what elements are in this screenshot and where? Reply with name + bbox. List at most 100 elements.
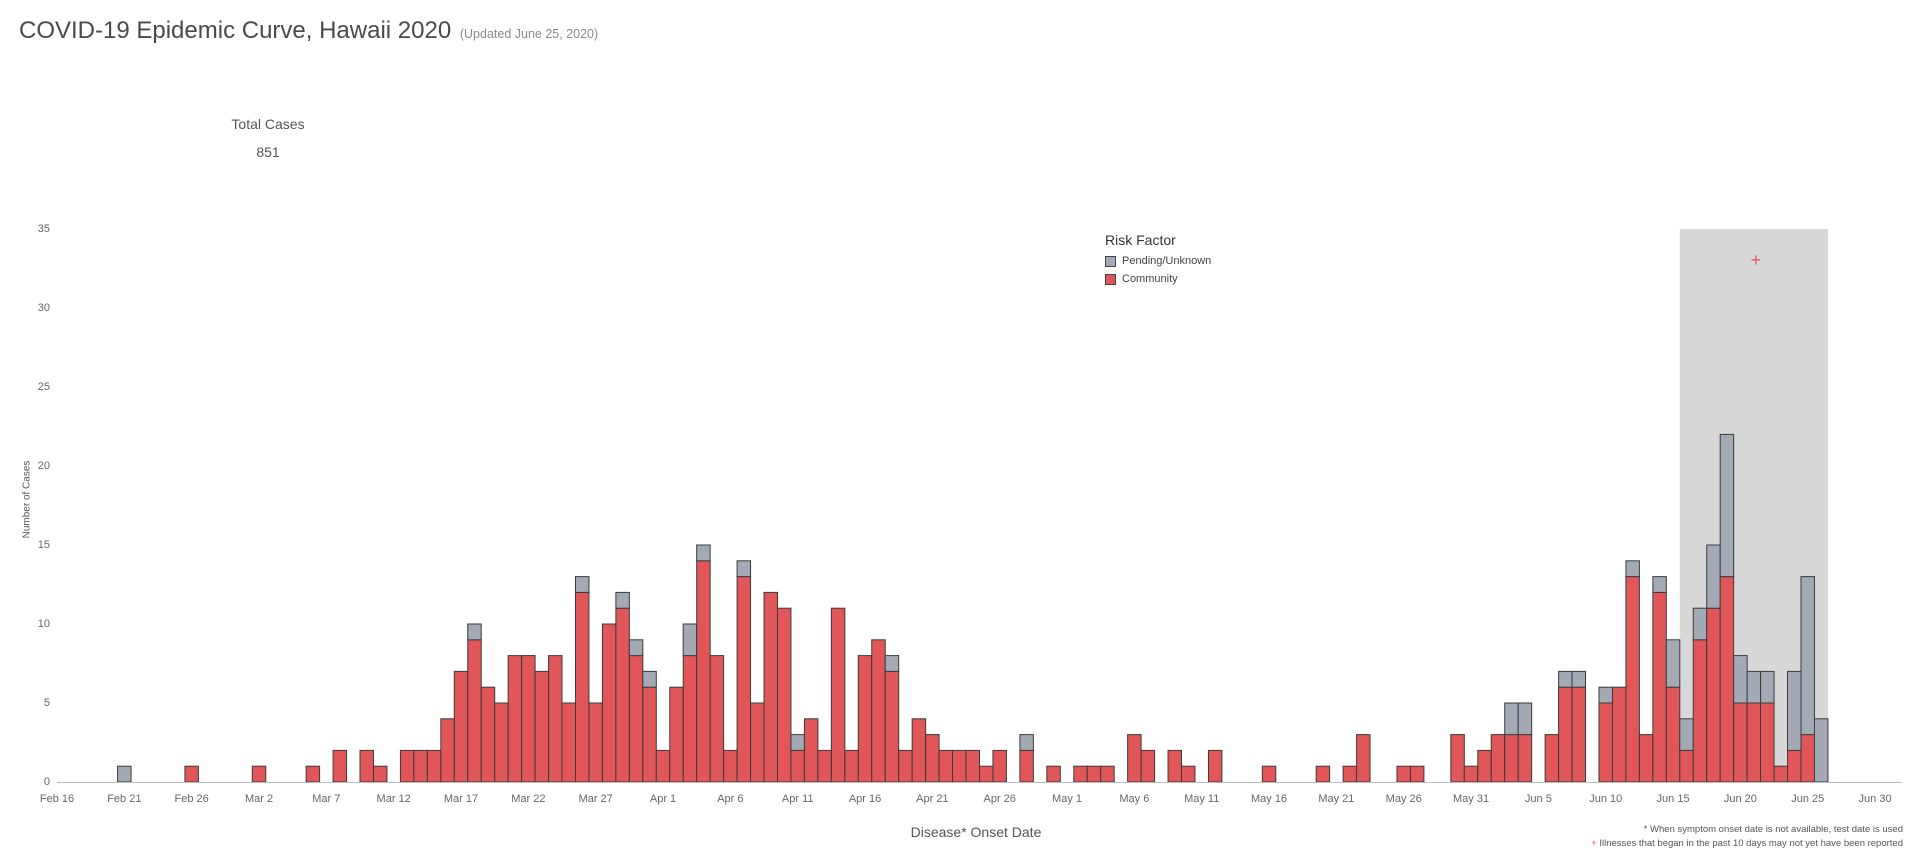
- bar-community: [1086, 765, 1102, 783]
- bar-community: [911, 718, 927, 783]
- bar-community: [1463, 765, 1479, 783]
- bar-community: [507, 655, 523, 783]
- y-tick-label: 20: [38, 460, 50, 472]
- bar-pending: [1719, 433, 1735, 578]
- bar-community: [548, 655, 563, 783]
- legend-swatch-pending: [1105, 255, 1116, 267]
- bar-community: [1342, 765, 1358, 783]
- bar-pending: [1598, 686, 1613, 704]
- x-tick-label: Mar 7: [312, 793, 340, 805]
- bar-pending: [1706, 544, 1721, 609]
- y-tick-label: 15: [38, 539, 50, 551]
- bar-pending: [1558, 670, 1573, 688]
- x-tick-label: Mar 27: [579, 793, 613, 805]
- bar-pending: [682, 623, 698, 657]
- x-tick-label: Mar 2: [245, 793, 273, 805]
- bar-community: [1598, 702, 1613, 783]
- bar-community: [965, 749, 980, 783]
- bar-community: [1477, 749, 1492, 783]
- bar-community: [453, 670, 469, 783]
- bar-community: [1625, 576, 1640, 783]
- bar-community: [1127, 734, 1142, 783]
- x-tick-label: Jun 5: [1525, 793, 1552, 805]
- bar-pending: [884, 655, 900, 672]
- bar-pending: [790, 734, 805, 751]
- bar-community: [1611, 686, 1627, 783]
- bar-pending: [1665, 639, 1681, 688]
- bar-community: [601, 623, 617, 783]
- bar-community: [776, 607, 792, 783]
- bar-community: [534, 670, 550, 783]
- bar-community: [1558, 686, 1573, 783]
- bar-community: [1167, 749, 1183, 783]
- bar-pending: [1679, 718, 1694, 751]
- bar-community: [1800, 734, 1815, 783]
- bar-community: [332, 749, 348, 783]
- bar-pending: [1733, 655, 1748, 704]
- bar-community: [628, 655, 644, 783]
- x-tick-label: Feb 21: [107, 793, 141, 805]
- bar-pending: [696, 544, 711, 562]
- bar-community: [1652, 591, 1667, 783]
- bar-community: [669, 686, 684, 783]
- y-tick-label: 30: [38, 302, 50, 314]
- bar-community: [803, 718, 819, 783]
- bar-community: [817, 749, 832, 783]
- bar-community: [467, 639, 482, 783]
- footnote-recent-text: Illnesses that began in the past 10 days…: [1596, 838, 1903, 849]
- footnote-recent-illnesses: + Illnesses that began in the past 10 da…: [1591, 838, 1903, 849]
- bar-community: [1261, 765, 1277, 783]
- bar-community: [884, 670, 900, 783]
- bar-community: [1787, 749, 1802, 783]
- bar-pending: [1813, 718, 1829, 783]
- bar-community: [1181, 765, 1196, 783]
- y-tick-label: 35: [38, 223, 50, 235]
- total-cases-label: Total Cases: [231, 116, 305, 132]
- bar-community: [1207, 749, 1223, 783]
- bar-community: [615, 607, 630, 783]
- bar-community: [696, 560, 711, 783]
- legend-item-community[interactable]: Community: [1105, 270, 1211, 288]
- bar-community: [1019, 749, 1034, 783]
- bar-community: [1773, 765, 1789, 783]
- bar-pending: [615, 591, 630, 609]
- bar-pending: [467, 623, 482, 641]
- bar-community: [1706, 607, 1721, 783]
- recent-period-marker: +: [1751, 250, 1762, 270]
- x-tick-label: May 6: [1119, 793, 1149, 805]
- bar-pending: [1787, 670, 1802, 751]
- x-tick-label: Feb 16: [40, 793, 74, 805]
- bar-community: [682, 655, 698, 783]
- bar-community: [1396, 765, 1411, 783]
- updated-note: (Updated June 25, 2020): [459, 27, 599, 41]
- bar-community: [1504, 734, 1519, 783]
- y-axis-label: Number of Cases: [21, 460, 33, 539]
- bar-community: [1638, 734, 1654, 783]
- chart-title: COVID-19 Epidemic Curve, Hawaii 2020 (Up…: [19, 17, 598, 45]
- bar-community: [1450, 734, 1465, 783]
- bar-community: [399, 749, 415, 783]
- x-axis-label: Disease* Onset Date: [910, 824, 1042, 840]
- bar-community: [494, 702, 509, 783]
- x-tick-label: May 1: [1052, 793, 1082, 805]
- bar-community: [979, 765, 994, 783]
- bar-pending: [1625, 560, 1640, 578]
- total-cases-value: 851: [256, 144, 280, 160]
- bar-community: [184, 765, 199, 783]
- y-tick-label: 10: [38, 618, 50, 630]
- bar-community: [709, 655, 725, 783]
- x-tick-label: May 21: [1318, 793, 1354, 805]
- bar-community: [1719, 576, 1735, 783]
- bar-community: [480, 686, 496, 783]
- bar-community: [305, 765, 321, 783]
- bar-pending: [1746, 670, 1762, 704]
- bar-pending: [1019, 734, 1034, 751]
- legend-item-pending[interactable]: Pending/Unknown: [1105, 252, 1211, 270]
- legend-swatch-community: [1105, 273, 1116, 285]
- x-tick-label: Jun 25: [1791, 793, 1824, 805]
- bar-community: [1315, 765, 1331, 783]
- bar-pending: [117, 765, 132, 783]
- bar-community: [1679, 749, 1694, 783]
- bar-community: [723, 749, 738, 783]
